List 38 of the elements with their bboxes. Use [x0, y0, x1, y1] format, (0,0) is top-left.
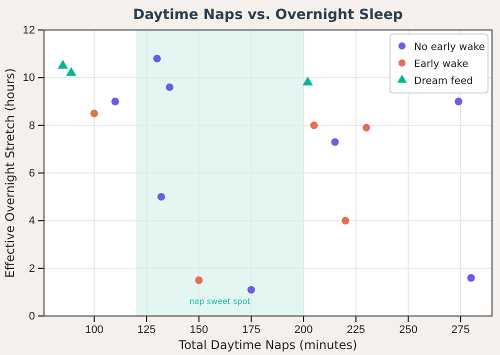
- y-tick-label: 12: [22, 24, 35, 37]
- point: [342, 216, 350, 224]
- x-tick-label: 150: [190, 324, 208, 336]
- point: [310, 122, 318, 130]
- point: [111, 98, 120, 106]
- x-tick-label: 250: [399, 324, 418, 336]
- point: [331, 138, 339, 146]
- x-tick-label: 100: [85, 324, 104, 336]
- x-tick-label: 275: [451, 324, 470, 336]
- x-tick-label: 200: [294, 324, 313, 336]
- point: [302, 76, 313, 86]
- band-label: nap sweet spot: [189, 297, 250, 306]
- point: [157, 193, 166, 201]
- y-tick-label: 8: [28, 120, 35, 132]
- point: [362, 124, 370, 132]
- x-tick-label: 175: [242, 324, 260, 336]
- x-tick-label: 225: [346, 324, 366, 336]
- x-tick-label: 125: [137, 324, 156, 336]
- point: [467, 274, 475, 282]
- point: [247, 286, 256, 294]
- y-tick-label: 2: [28, 262, 35, 275]
- y-tick-label: 10: [22, 72, 35, 84]
- y-tick-label: 4: [28, 215, 35, 228]
- point: [58, 60, 68, 69]
- point: [195, 276, 203, 284]
- point: [153, 54, 161, 62]
- legend-label: Early wake: [414, 59, 468, 70]
- point: [90, 110, 98, 118]
- legend-label: Dream feed: [414, 76, 473, 87]
- y-axis-title: Effective Overnight Stretch (hours): [3, 68, 17, 278]
- point: [166, 83, 174, 92]
- y-tick-label: 6: [28, 168, 35, 180]
- point: [66, 66, 76, 76]
- legend-label: No early wake: [414, 42, 485, 53]
- y-tick-label: 0: [28, 310, 35, 323]
- x-axis-title: Total Daytime Naps (minutes): [178, 338, 358, 352]
- point: [454, 98, 462, 106]
- chart-title: Daytime Naps vs. Overnight Sleep: [133, 7, 403, 23]
